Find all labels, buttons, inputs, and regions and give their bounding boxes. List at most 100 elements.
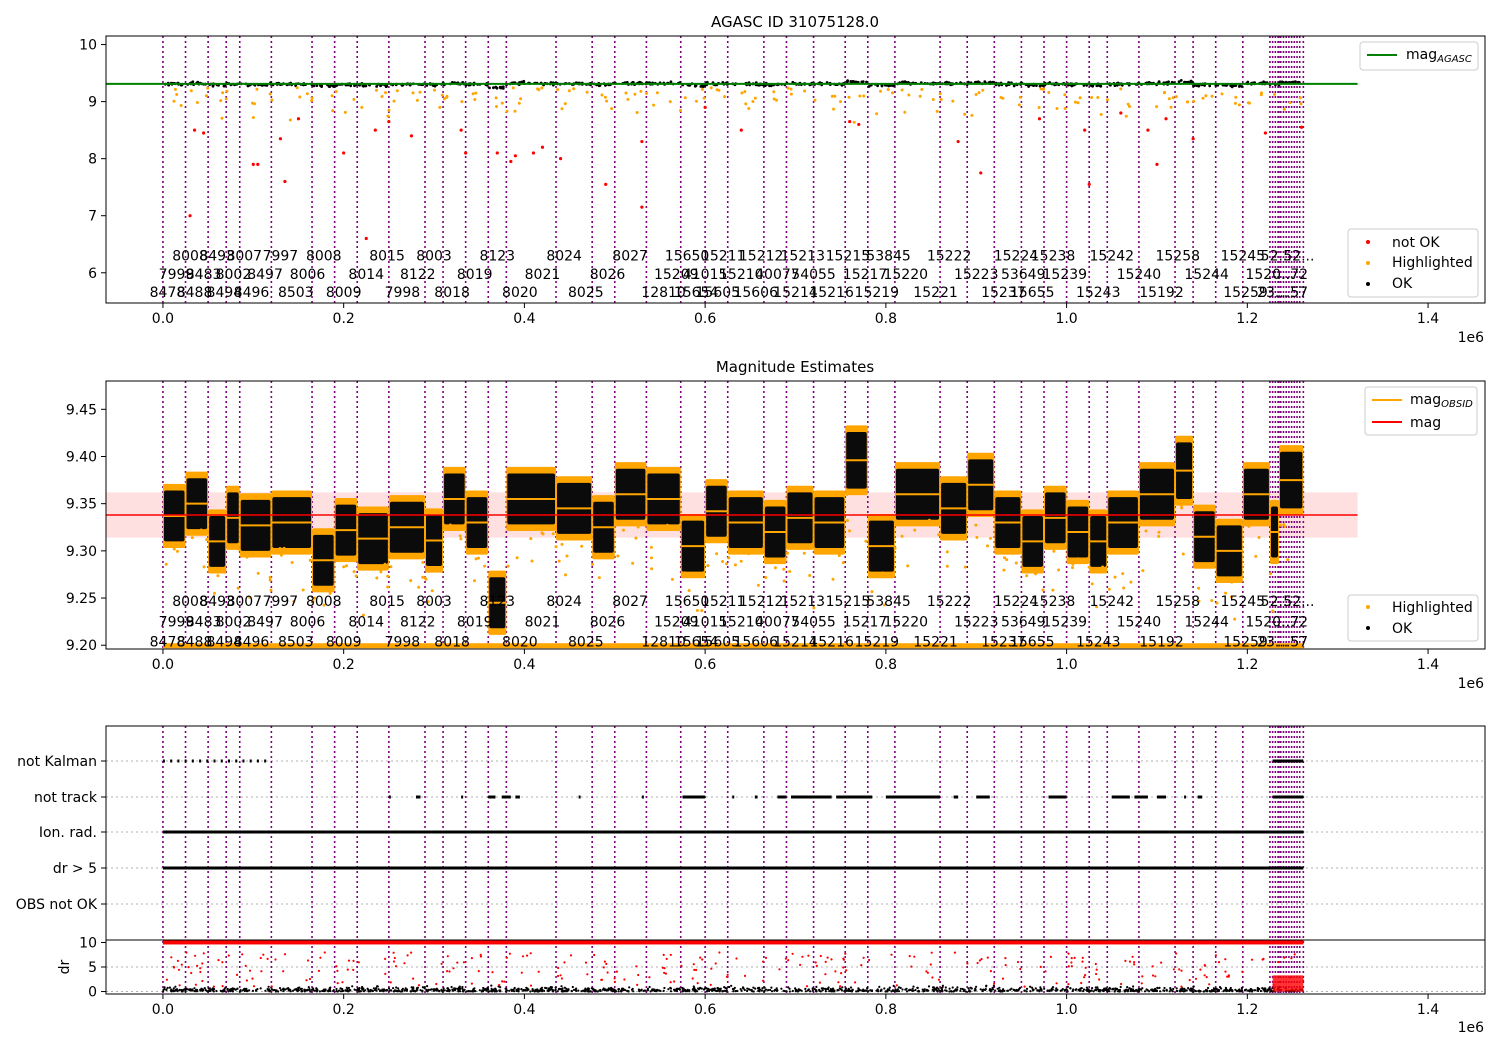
dr-point-not-ok <box>1277 960 1281 964</box>
dr-point-ok <box>1091 987 1094 990</box>
legend-mag-bottom: Highlighted OK <box>1347 594 1479 642</box>
obsid-label: 15237 <box>981 634 1026 650</box>
dr-point-not-ok <box>673 980 676 983</box>
dr-point-not-ok <box>221 961 224 964</box>
dr-point-ok <box>1102 989 1106 992</box>
point-highlighted <box>237 547 241 551</box>
dr-point-ok <box>575 989 578 993</box>
dr-point-ok <box>163 986 166 989</box>
dr-point-ok <box>394 989 398 993</box>
dr-point-not-ok <box>282 970 285 973</box>
point-highlighted <box>805 546 809 550</box>
dr-point-ok <box>656 989 659 992</box>
dr-point-ok <box>833 990 836 993</box>
obsid-label: 15655 <box>1010 634 1055 650</box>
dr-point-not-ok <box>1023 985 1026 988</box>
dr-point-ok <box>215 989 218 993</box>
dr-point-ok <box>563 989 566 992</box>
point-highlighted <box>563 102 567 106</box>
point-highlighted <box>650 567 654 571</box>
dr-point-ok <box>264 989 267 992</box>
obsid-label: 15219 <box>855 634 900 650</box>
dr-point-ok <box>421 989 424 992</box>
dr-point-ok <box>761 987 764 990</box>
dr-point-ok <box>1228 988 1232 991</box>
obsid-label: 15244 <box>1184 267 1229 283</box>
point-highlighted <box>255 87 259 91</box>
legend-agasc-bottom: not OK Highlighted OK <box>1347 228 1479 298</box>
obsid-label: 8497 <box>247 615 283 631</box>
point-highlighted <box>352 570 356 574</box>
dr-point-ok <box>944 986 947 989</box>
dr-point-ok <box>180 988 183 992</box>
obsid-label: 15209 <box>654 615 699 631</box>
dr-point-not-ok <box>662 953 665 957</box>
dr-point-not-ok <box>1227 974 1230 977</box>
point-highlighted <box>743 90 747 94</box>
panel-mag-axes: 0.0 0.2 0.4 0.6 0.8 1.0 1.2 1.4 9.20 9.25 9.30 9.35… <box>66 402 1439 673</box>
obsid-label: 23... <box>1257 634 1288 650</box>
dr-point-ok <box>1224 988 1227 991</box>
point-not-ok <box>283 179 287 184</box>
point-highlighted <box>1174 95 1178 99</box>
point-ok <box>967 80 970 84</box>
point-highlighted <box>537 88 541 92</box>
flag-dr-gt-5 <box>162 866 1304 870</box>
point-highlighted <box>409 579 413 583</box>
dr-point-ok <box>221 990 224 993</box>
dr-point-ok <box>590 987 594 990</box>
dr-point-ok <box>572 988 576 992</box>
dr-point-ok <box>1240 989 1243 992</box>
point-highlighted <box>918 94 922 98</box>
obsid-label: 15213 <box>780 594 825 610</box>
point-highlighted <box>614 520 618 524</box>
obsid-label: 7999 <box>159 615 195 631</box>
point-highlighted <box>328 591 332 595</box>
point-highlighted <box>649 545 653 549</box>
point-ok <box>1229 84 1233 88</box>
dr-point-ok <box>1248 990 1251 993</box>
point-highlighted <box>1113 575 1117 579</box>
dr-point-not-ok <box>201 962 204 965</box>
point-not-ok <box>540 145 545 149</box>
dr-point-ok <box>996 987 999 990</box>
point-highlighted <box>585 90 589 94</box>
dr-point-ok <box>529 990 532 993</box>
dr-point-not-ok <box>1049 955 1052 959</box>
point-ok <box>1208 84 1212 88</box>
dr-point-ok <box>764 988 768 991</box>
point-highlighted <box>650 556 653 560</box>
point-highlighted <box>386 574 390 578</box>
dr-point-ok <box>259 987 262 990</box>
dr-point-ok <box>984 988 987 991</box>
dr-point-ok <box>441 990 444 993</box>
dr-point-not-ok <box>586 973 589 976</box>
dr-point-not-ok <box>412 977 415 980</box>
obsid-label: 8496 <box>234 285 270 301</box>
obsid-label: 15606 <box>733 634 778 650</box>
dr-point-ok <box>1050 989 1053 992</box>
dr-point-ok <box>332 989 335 992</box>
dr-point-ok <box>859 989 862 992</box>
dr-point-ok <box>511 989 514 992</box>
point-highlighted <box>421 575 425 579</box>
obsid-label: 7997 <box>263 249 299 265</box>
dr-point-ok <box>1172 987 1175 991</box>
dr-point-not-ok <box>635 965 638 968</box>
obsid-label: 15214 <box>773 285 818 301</box>
dr-point-not-ok <box>187 966 190 969</box>
dr-point-ok <box>1086 989 1089 993</box>
obsid-label: 8025 <box>568 285 604 301</box>
dr-point-ok <box>520 988 523 991</box>
dr-point-ok <box>344 989 347 992</box>
panel-flags: 0.0 0.2 0.4 0.6 0.8 1.0 1.2 1.4 not Kalman not tr… <box>16 725 1486 1036</box>
point-highlighted <box>773 566 777 570</box>
dr-point-ok <box>1125 988 1128 991</box>
dr-point-ok <box>395 986 398 989</box>
point-highlighted <box>560 542 564 546</box>
point-highlighted <box>970 113 974 117</box>
dr-point-not-ok <box>1067 983 1070 986</box>
dr-point-ok <box>894 988 897 991</box>
flag-not-track <box>836 795 873 799</box>
dr-point-ok <box>686 988 689 992</box>
